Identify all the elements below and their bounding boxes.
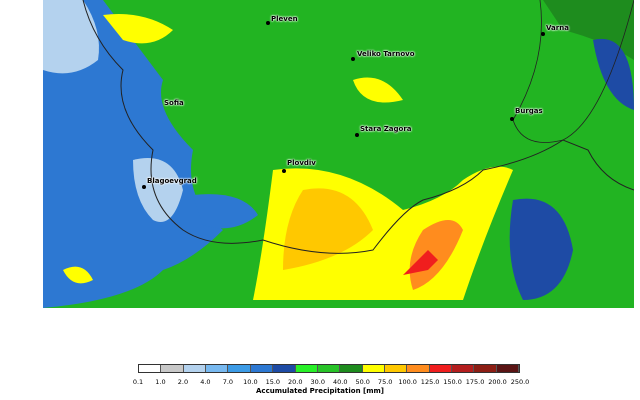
precipitation-map: [43, 0, 634, 308]
region-lightblue-nw: [43, 0, 99, 74]
colorbar-tick-label: 4.0: [200, 378, 211, 386]
city-label: Stara Zagora: [360, 125, 412, 133]
coastline: [512, 0, 634, 143]
colorbar-swatch: [362, 365, 385, 372]
city-marker: [510, 117, 514, 121]
colorbar-swatch: [496, 365, 520, 372]
region-blue-ne: [593, 38, 634, 111]
colorbar-title: Accumulated Precipitation [mm]: [256, 387, 384, 395]
colorbar-tick-label: 40.0: [332, 378, 348, 386]
colorbar-tick-label: 1.0: [155, 378, 166, 386]
colorbar-swatch: [429, 365, 453, 372]
colorbar-swatch: [273, 365, 296, 372]
colorbar-tick-label: 175.0: [465, 378, 485, 386]
colorbar-swatch: [206, 365, 229, 372]
city-marker: [541, 32, 545, 36]
colorbar-swatch: [384, 365, 408, 372]
city-label: Sofia: [164, 99, 184, 107]
colorbar-tick-label: 30.0: [310, 378, 325, 386]
region-lightblue-sw: [133, 158, 183, 222]
region-blue-west: [43, 0, 223, 308]
colorbar-tick-label: 10.0: [243, 378, 258, 386]
city-marker: [266, 21, 270, 25]
colorbar-tick-label: 20.0: [288, 378, 303, 386]
colorbar: [138, 364, 520, 373]
city-marker: [282, 169, 286, 173]
city-marker: [142, 185, 146, 189]
colorbar-swatch: [139, 365, 162, 372]
city-label: Veliko Tarnovo: [357, 50, 415, 58]
colorbar-swatch: [317, 365, 341, 372]
region-orange-1: [283, 188, 373, 270]
city-label: Pleven: [271, 15, 298, 23]
colorbar-swatch: [340, 365, 363, 372]
city-label: Burgas: [515, 107, 543, 115]
city-label: Varna: [546, 24, 569, 32]
colorbar-ticks: 0.1 1.0 2.0 4.0 7.0 10.0 15.0 20.0 30.0 40.0 50.0 7…: [133, 378, 529, 388]
colorbar-swatch: [407, 365, 430, 372]
city-label: Plovdiv: [287, 159, 316, 167]
colorbar-tick-label: 75.0: [377, 378, 393, 386]
region-blue-south: [193, 194, 258, 229]
colorbar-tick-label: 7.0: [222, 378, 234, 386]
colorbar-tick-label: 150.0: [443, 378, 462, 386]
colorbar-swatch: [228, 365, 251, 372]
colorbar-tick-label: 125.0: [420, 378, 440, 386]
city-marker: [351, 57, 355, 61]
colorbar-swatch: [452, 365, 475, 372]
region-red-streak: [403, 250, 438, 275]
colorbar-swatch: [250, 365, 274, 372]
colorbar-tick-label: 50.0: [355, 378, 370, 386]
colorbar-tick-label: 100.0: [398, 378, 417, 386]
colorbar-tick-label: 250.0: [510, 378, 530, 386]
colorbar-swatch: [474, 365, 497, 372]
city-label: Blagoevgrad: [147, 177, 197, 185]
border-lines: [82, 0, 634, 254]
colorbar-swatch: [161, 365, 184, 372]
colorbar-tick-label: 200.0: [488, 378, 507, 386]
colorbar-tick-label: 2.0: [177, 378, 189, 386]
colorbar-tick-label: 0.1: [132, 378, 144, 386]
colorbar-tick-label: 15.0: [265, 378, 281, 386]
colorbar-swatch: [183, 365, 207, 372]
region-blue-east: [509, 198, 573, 300]
colorbar-swatch: [295, 365, 318, 372]
city-marker: [355, 133, 359, 137]
region-orange-2: [409, 220, 463, 290]
